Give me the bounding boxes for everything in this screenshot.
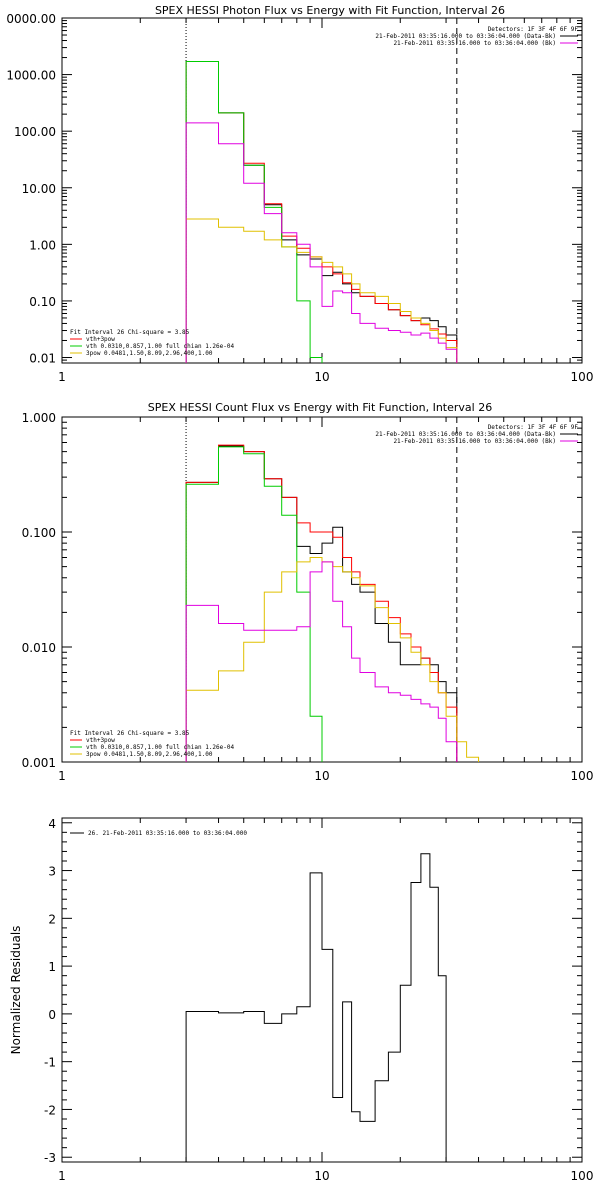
- photon-flux-legend-bottom: Fit Interval 26 Chi-square = 3.85 vth+3p…: [70, 329, 234, 357]
- residuals-y-tick-label: 1: [48, 960, 56, 974]
- photon-flux-ticks: 1 10 100 0.01 0.10 1.00 10.00 100.00 1000.00 0000…: [6, 12, 593, 384]
- residuals-y-tick-label: -3: [44, 1151, 56, 1165]
- count-flux-y-tick-label: 0.100: [22, 526, 56, 540]
- count-flux-series-green: [185, 446, 323, 762]
- count-flux-legend-3pow: 3pow 0.0481,1.50,8.09,2.96,400,1.00: [86, 751, 213, 758]
- photon-flux-panel: SPEX HESSI Photon Flux vs Energy with Fi…: [6, 4, 593, 384]
- photon-flux-legend-vth: vth 0.0310,0.857,1.00 full chian 1.26e-0…: [86, 343, 234, 350]
- residuals-series-black: [185, 853, 457, 1163]
- photon-flux-reference-lines: [185, 18, 458, 363]
- count-flux-x-tick-label: 10: [314, 769, 329, 783]
- count-flux-legend-fit-interval: Fit Interval 26 Chi-square = 3.85: [70, 730, 190, 737]
- count-flux-series-red: [185, 444, 458, 762]
- photon-flux-title: SPEX HESSI Photon Flux vs Energy with Fi…: [155, 4, 505, 17]
- photon-flux-y-tick-label: 100.00: [14, 125, 56, 139]
- count-flux-title: SPEX HESSI Count Flux vs Energy with Fit…: [148, 401, 492, 414]
- photon-flux-legend-vth3pow: vth+3pow: [86, 336, 115, 343]
- photon-flux-y-tick-label: 1.00: [29, 238, 56, 252]
- photon-flux-x-tick-label: 100: [571, 370, 594, 384]
- residuals-panel: Normalized Residuals 1 10 100 -3 -2 -1 0 1 2 3 4 2…: [9, 817, 593, 1183]
- residuals-plot-frame: [61, 817, 583, 1163]
- residuals-x-tick-label: 10: [314, 1169, 329, 1183]
- residuals-ticks: 1 10 100 -3 -2 -1 0 1 2 3 4: [44, 817, 593, 1183]
- count-flux-ticks: 1 10 100 0.001 0.010 0.100 1.000: [22, 411, 594, 783]
- count-flux-x-tick-label: 1: [58, 769, 66, 783]
- residuals-x-tick-label: 100: [571, 1169, 594, 1183]
- residuals-y-axis-label: Normalized Residuals: [9, 926, 23, 1055]
- photon-flux-y-tick-label: 0000.00: [6, 12, 56, 26]
- photon-flux-plot-frame: [61, 17, 583, 364]
- photon-flux-y-tick-label: 1000.00: [6, 69, 56, 83]
- count-flux-plot-frame: [61, 416, 583, 763]
- count-flux-legend-vth: vth 0.0310,0.857,1.00 full chian 1.26e-0…: [86, 744, 234, 751]
- count-flux-legend-data-bk: 21-Feb-2011 03:35:16.000 to 03:36:04.000…: [375, 431, 556, 438]
- count-flux-series-black: [185, 445, 458, 762]
- count-flux-reference-lines: [185, 417, 458, 762]
- count-flux-legend-bottom: Fit Interval 26 Chi-square = 3.85 vth+3p…: [70, 730, 234, 758]
- count-flux-legend-top: Detectors: 1F 3F 4F 6F 9F 21-Feb-2011 03…: [375, 424, 578, 445]
- count-flux-legend-bk: 21-Feb-2011 03:35:16.000 to 03:36:04.000…: [393, 438, 556, 445]
- count-flux-series-yellow: [185, 557, 479, 762]
- count-flux-curves: [185, 444, 479, 762]
- photon-flux-legend-bk: 21-Feb-2011 03:35:16.000 to 03:36:04.000…: [393, 40, 556, 47]
- photon-flux-series-green: [185, 61, 323, 363]
- residuals-y-tick-label: 4: [48, 817, 56, 831]
- photon-flux-series-yellow: [185, 218, 458, 363]
- photon-flux-legend-fit-interval: Fit Interval 26 Chi-square = 3.85: [70, 329, 190, 336]
- photon-flux-legend-data-bk: 21-Feb-2011 03:35:16.000 to 03:36:04.000…: [375, 33, 556, 40]
- count-flux-legend-detectors: Detectors: 1F 3F 4F 6F 9F: [488, 424, 579, 431]
- residuals-y-tick-label: 0: [48, 1008, 56, 1022]
- residuals-y-tick-label: -1: [44, 1056, 56, 1070]
- photon-flux-series-magenta: [185, 122, 458, 363]
- photon-flux-y-tick-label: 0.01: [29, 352, 56, 366]
- residuals-y-tick-label: 3: [48, 865, 56, 879]
- photon-flux-curves: [185, 61, 458, 363]
- photon-flux-legend-top: Detectors: 1F 3F 4F 6F 9F 21-Feb-2011 03…: [375, 26, 578, 47]
- photon-flux-y-tick-label: 0.10: [29, 295, 56, 309]
- photon-flux-x-tick-label: 10: [314, 370, 329, 384]
- count-flux-y-tick-label: 0.010: [22, 641, 56, 655]
- residuals-y-tick-label: -2: [44, 1103, 56, 1117]
- residuals-curves: [185, 853, 457, 1163]
- residuals-legend-label: 26. 21-Feb-2011 03:35:16.000 to 03:36:04…: [88, 830, 247, 837]
- count-flux-y-tick-label: 0.001: [22, 756, 56, 770]
- count-flux-y-tick-label: 1.000: [22, 411, 56, 425]
- photon-flux-legend-detectors: Detectors: 1F 3F 4F 6F 9F: [488, 26, 579, 33]
- residuals-x-tick-label: 1: [58, 1169, 66, 1183]
- photon-flux-y-tick-label: 10.00: [22, 182, 56, 196]
- count-flux-x-tick-label: 100: [571, 769, 594, 783]
- count-flux-series-magenta: [185, 561, 458, 762]
- photon-flux-legend-3pow: 3pow 0.0481,1.50,8.09,2.96,400,1.00: [86, 350, 213, 357]
- residuals-y-tick-label: 2: [48, 912, 56, 926]
- count-flux-legend-vth3pow: vth+3pow: [86, 737, 115, 744]
- photon-flux-x-tick-label: 1: [58, 370, 66, 384]
- residuals-legend: 26. 21-Feb-2011 03:35:16.000 to 03:36:04…: [70, 830, 247, 837]
- count-flux-panel: SPEX HESSI Count Flux vs Energy with Fit…: [22, 401, 594, 783]
